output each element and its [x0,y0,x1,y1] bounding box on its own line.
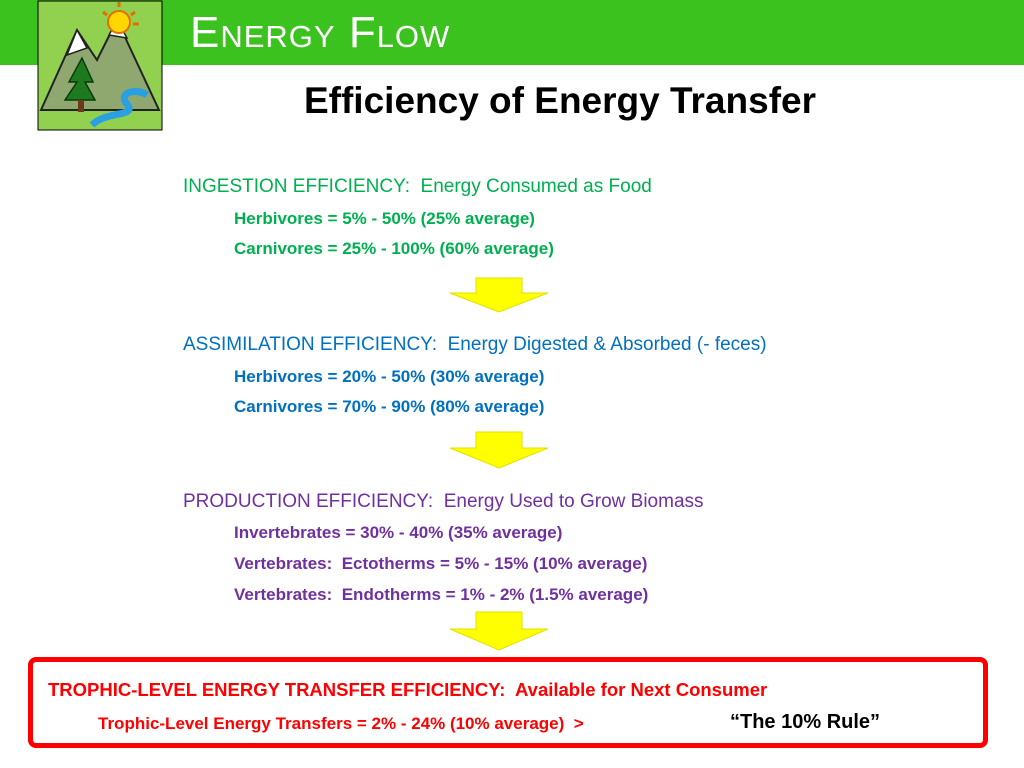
section-line: Vertebrates: Endotherms = 1% - 2% (1.5% … [234,585,649,604]
slide-subtitle: Efficiency of Energy Transfer [303,80,816,121]
section-heading: ASSIMILATION EFFICIENCY: Energy Digested… [183,334,767,355]
section-line: Herbivores = 20% - 50% (30% average) [234,367,545,386]
header-band [0,0,1024,65]
section-line: Herbivores = 5% - 50% (25% average) [234,209,535,228]
arrow [449,277,549,313]
logo [37,0,163,131]
section-line: Invertebrates = 30% - 40% (35% average) [234,523,563,542]
slide-title: Energy Flow [190,8,451,57]
section-line: Carnivores = 70% - 90% (80% average) [234,397,545,416]
section-line: Carnivores = 25% - 100% (60% average) [234,239,554,258]
arrow [449,611,549,651]
rule-heading: TROPHIC-LEVEL ENERGY TRANSFER EFFICIENCY… [48,679,768,700]
rule-box [28,657,988,748]
section-heading: PRODUCTION EFFICIENCY: Energy Used to Gr… [183,491,704,512]
section-heading: INGESTION EFFICIENCY: Energy Consumed as… [183,176,652,197]
rule-line: Trophic-Level Energy Transfers = 2% - 24… [98,714,584,733]
arrow [449,431,549,469]
section-line: Vertebrates: Ectotherms = 5% - 15% (10% … [234,554,648,573]
rule-quote: “The 10% Rule” [730,711,881,733]
